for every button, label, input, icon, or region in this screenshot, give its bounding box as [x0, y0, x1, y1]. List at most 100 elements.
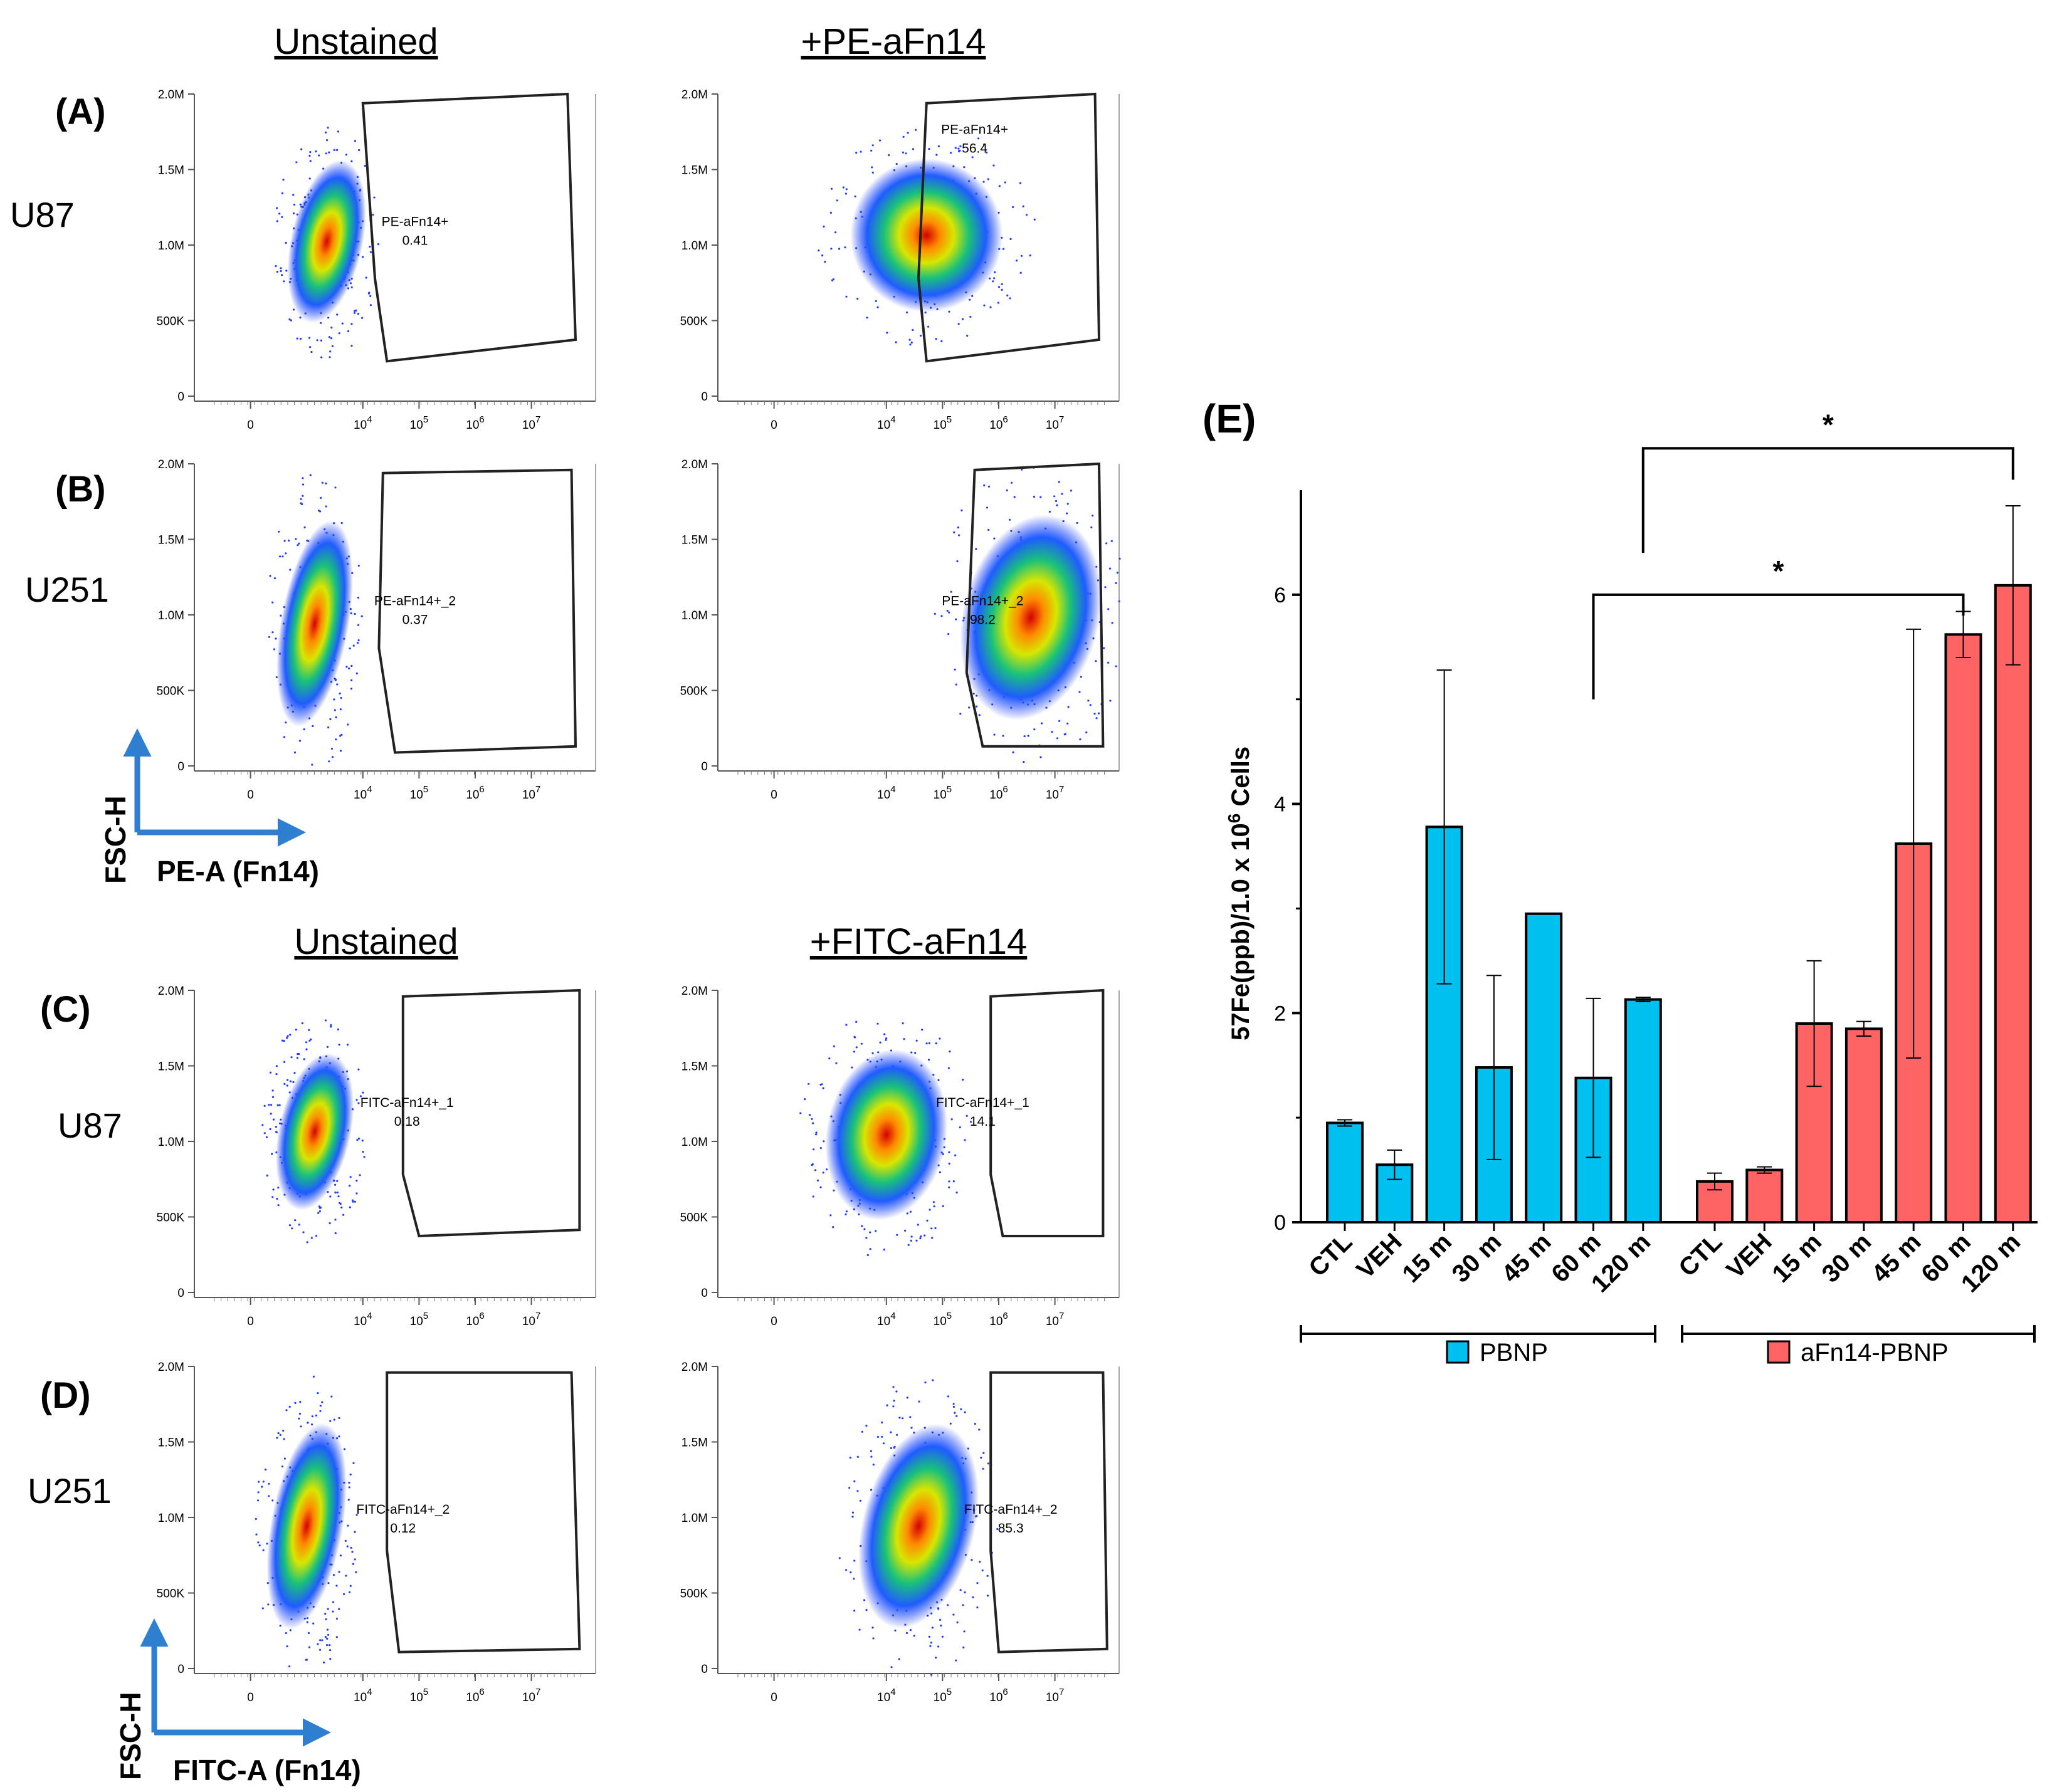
event-dot — [928, 148, 930, 150]
event-dot — [934, 1227, 937, 1230]
event-dot — [1064, 733, 1066, 735]
event-dot — [983, 484, 986, 487]
event-dot — [354, 1531, 356, 1533]
event-dot — [320, 496, 322, 500]
event-dot — [268, 1482, 270, 1485]
bar-pbnp — [1326, 1121, 1364, 1223]
event-dot — [325, 1618, 327, 1620]
event-dot — [964, 1139, 966, 1141]
y-tick-label: 500K — [157, 685, 185, 698]
event-dot — [1070, 490, 1073, 492]
event-dot — [269, 1071, 272, 1074]
event-dot — [308, 1029, 310, 1031]
event-dot — [328, 760, 330, 763]
event-dot — [1002, 735, 1004, 737]
event-dot — [953, 531, 955, 533]
event-dot — [292, 1081, 295, 1084]
event-dot — [932, 1201, 935, 1203]
event-dot — [261, 1485, 263, 1488]
x-tick-label: 107 — [522, 414, 540, 432]
event-dot — [1033, 218, 1036, 221]
event-dot — [1092, 515, 1094, 517]
event-dot — [812, 1195, 814, 1198]
bar-afn14-pbnp — [1994, 584, 2032, 1223]
event-dot — [1012, 206, 1014, 208]
event-dot — [275, 1131, 278, 1133]
event-dot — [957, 323, 960, 325]
event-dot — [357, 564, 360, 567]
legend-label: aFn14-PBNP — [1801, 1339, 1949, 1366]
e-category-label: CTL — [1673, 1228, 1727, 1282]
bar-afn14-pbnp — [1944, 633, 1982, 1223]
event-dot — [334, 1232, 337, 1235]
event-dot — [261, 1124, 264, 1126]
event-dot — [935, 338, 937, 340]
event-dot — [270, 1113, 272, 1115]
event-dot — [318, 1207, 322, 1209]
y-tick-label: 0 — [701, 760, 708, 773]
flow-plot-d-1: 2.0M 1.5M 1.0M 500K 0 0 104 105 106 107 FITC-aFn14… — [157, 1361, 596, 1704]
event-dot — [1051, 731, 1053, 733]
event-dot — [828, 1057, 831, 1060]
event-dot — [949, 1422, 952, 1425]
event-dot — [845, 1210, 848, 1213]
event-dot — [315, 1414, 317, 1417]
event-dot — [300, 498, 302, 500]
event-dot — [355, 1180, 358, 1182]
event-dot — [878, 139, 881, 142]
event-dot — [372, 214, 374, 216]
event-dot — [848, 1487, 851, 1489]
event-dot — [937, 145, 940, 147]
event-dot — [289, 1629, 292, 1632]
x-tick-label: 104 — [354, 1311, 372, 1328]
event-dot — [1019, 271, 1022, 274]
event-dot — [256, 1499, 260, 1502]
event-dot — [346, 1044, 349, 1046]
event-dot — [895, 1390, 898, 1393]
event-dot — [268, 1104, 270, 1106]
event-dot — [361, 317, 364, 319]
event-dot — [962, 1646, 965, 1648]
event-dot — [324, 1019, 327, 1022]
event-dot — [966, 335, 969, 337]
gate-polygon — [377, 468, 577, 754]
event-dot — [909, 1210, 912, 1213]
event-dot — [976, 1582, 979, 1585]
event-dot — [334, 1218, 337, 1221]
density-cloud — [276, 520, 353, 727]
event-dot — [799, 1112, 802, 1114]
cell-line-a: U87 — [10, 195, 75, 234]
event-dot — [976, 1606, 979, 1609]
event-dot — [282, 1429, 285, 1432]
event-dot — [359, 1095, 362, 1098]
event-dot — [986, 506, 989, 509]
event-dot — [871, 1052, 874, 1054]
event-dot — [347, 723, 349, 726]
event-dot — [1115, 582, 1117, 585]
event-dot — [1055, 500, 1058, 503]
event-dot — [892, 1386, 895, 1388]
gate-percent: 0.12 — [390, 1521, 416, 1536]
gate-polygon — [917, 92, 1101, 363]
event-dot — [955, 1659, 957, 1662]
event-dot — [292, 308, 295, 311]
event-dot — [1056, 737, 1059, 740]
event-dot — [300, 1425, 302, 1428]
event-dot — [295, 538, 297, 540]
event-dot — [1118, 600, 1120, 602]
event-dot — [811, 1118, 813, 1120]
event-dot — [861, 1430, 863, 1433]
x-tick-label: 0 — [247, 1315, 254, 1328]
e-category-label: VEH — [1721, 1228, 1777, 1284]
cell-line-c: U87 — [58, 1106, 122, 1145]
event-dot — [336, 1192, 339, 1194]
event-dot — [357, 639, 360, 642]
event-dot — [288, 1665, 291, 1668]
event-dot — [346, 1545, 349, 1548]
event-dot — [308, 154, 311, 157]
y-tick-label: 2.0M — [158, 985, 184, 998]
event-dot — [902, 151, 905, 154]
gate-polygon — [401, 988, 581, 1238]
event-dot — [1027, 735, 1029, 737]
event-dot — [355, 672, 358, 674]
